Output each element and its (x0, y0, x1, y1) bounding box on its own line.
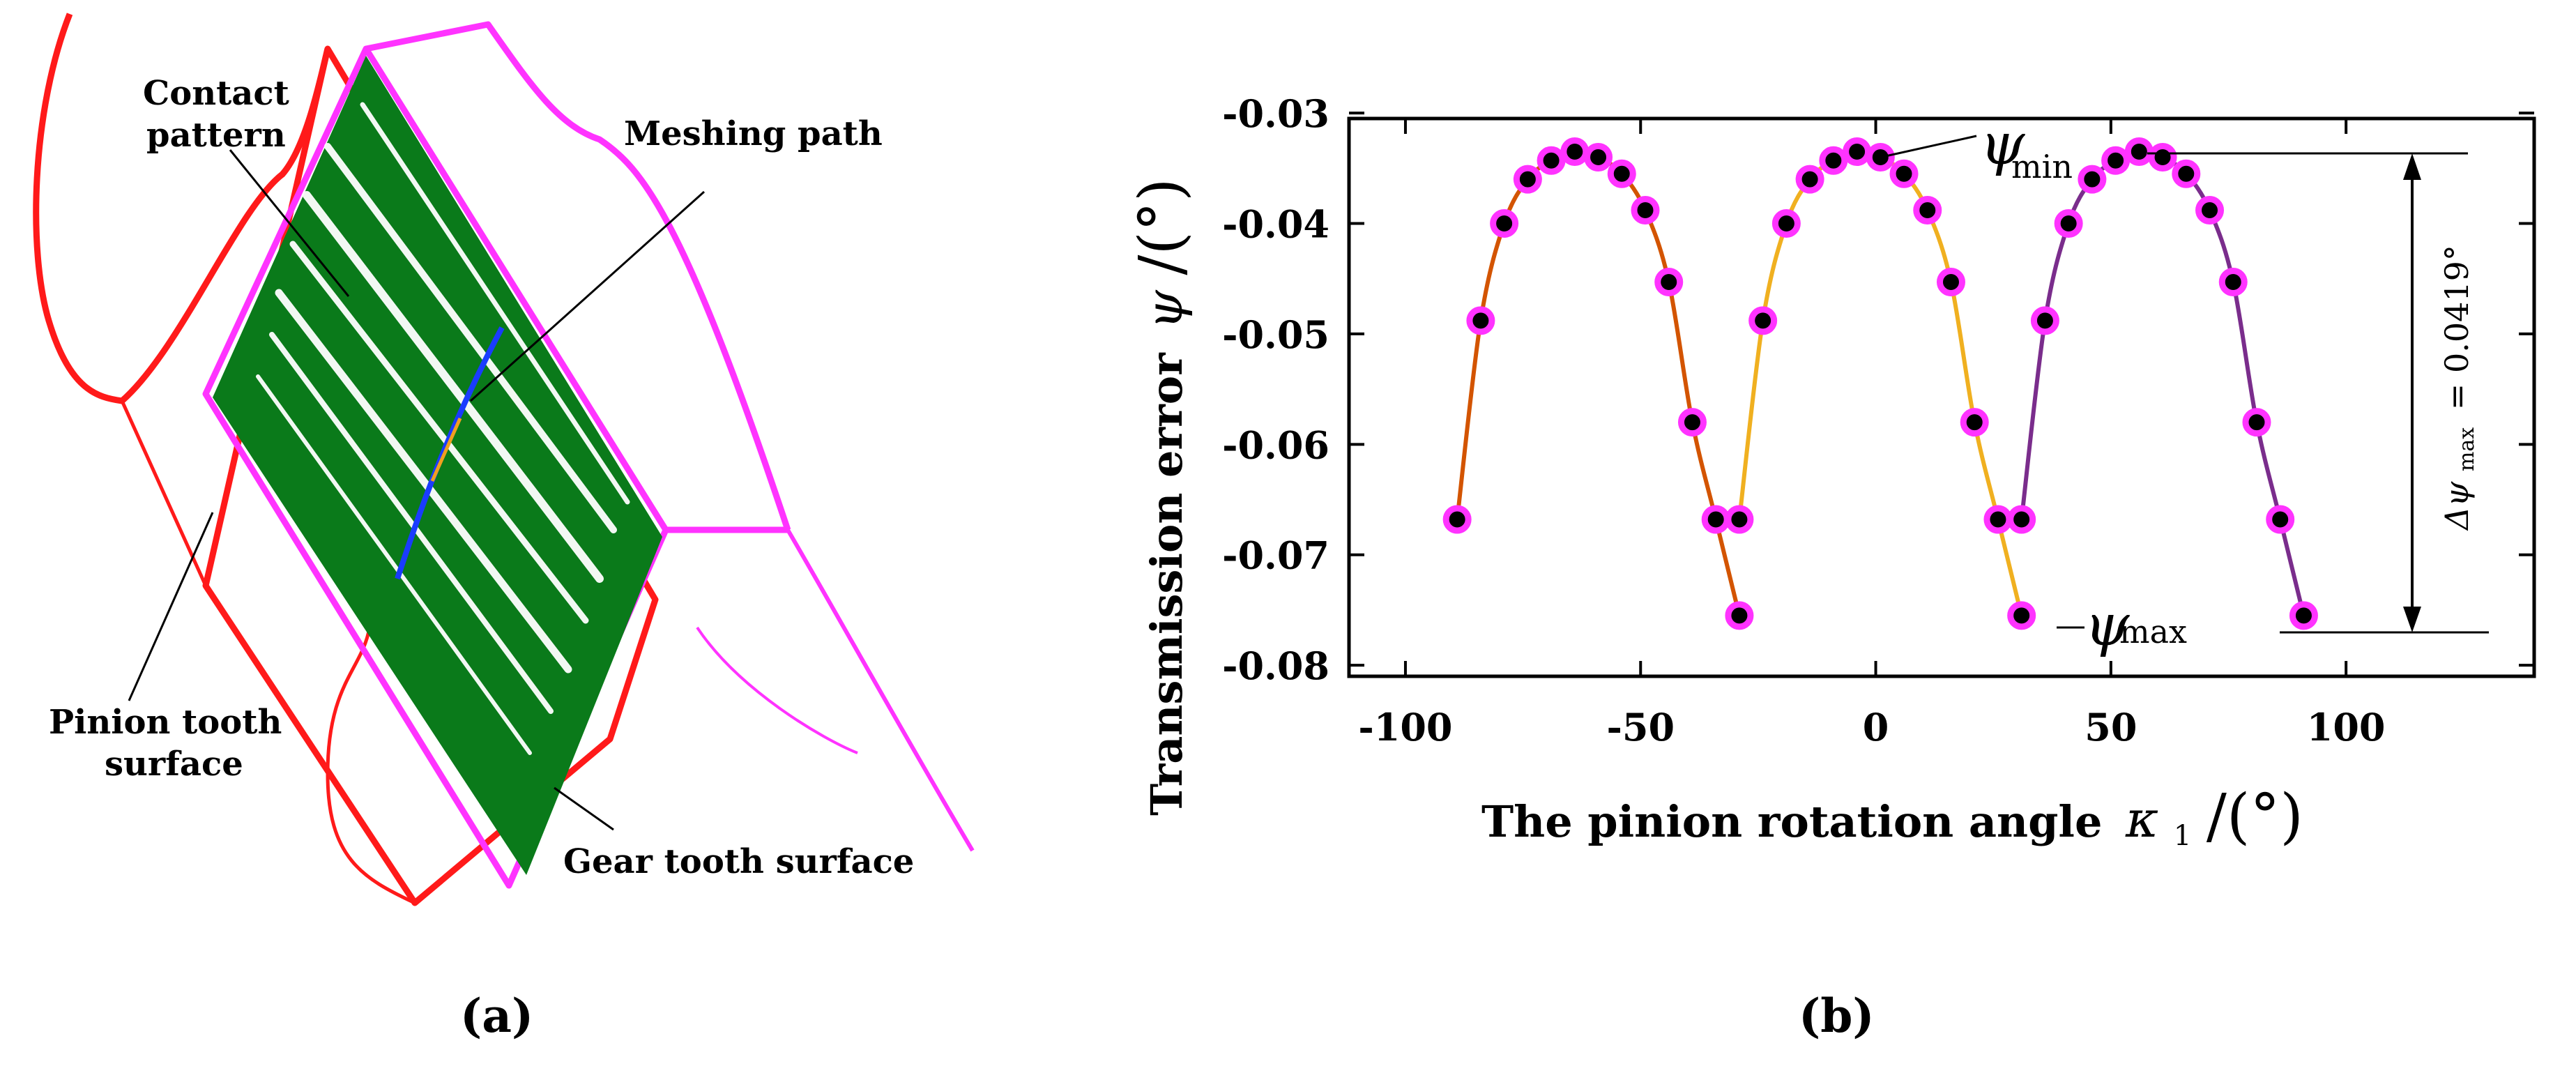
data-point-s3 (2148, 142, 2177, 172)
gear-tooth-outline (202, 21, 975, 889)
leader-lines (128, 149, 706, 831)
pinion-surface-label-line1: Pinion tooth (49, 703, 282, 742)
y-axis-title-text: Transmission error (1141, 352, 1192, 816)
data-point-s3 (2078, 165, 2107, 194)
delta-subscript: max (2455, 427, 2479, 471)
y-tick-label: -0.07 (1222, 533, 1329, 578)
data-point-s2 (1983, 505, 2013, 534)
data-point-s1 (1607, 159, 1636, 188)
data-point-s1 (1654, 267, 1684, 296)
x-axis-title-subscript: 1 (2174, 820, 2191, 852)
data-point-s3 (2101, 146, 2131, 175)
y-axis-title: Transmission error ψ /(°) (1127, 178, 1196, 816)
y-axis-title-unit: /(°) (1127, 178, 1196, 275)
annotations: ψ min ψ max Δψ max = 0.0419° (1882, 112, 2489, 659)
data-point-s3 (2195, 195, 2225, 225)
data-point-s1 (1513, 165, 1542, 194)
data-point-s1 (1631, 195, 1660, 225)
y-tick-label: -0.05 (1222, 312, 1329, 357)
x-tick-label: 100 (2307, 705, 2386, 749)
data-point-s3 (2124, 137, 2154, 167)
data-point-s3 (2030, 306, 2059, 335)
data-point-s1 (1537, 146, 1566, 175)
data-point-s2 (1795, 165, 1824, 194)
y-axis-title-symbol: ψ (1135, 289, 1194, 330)
meshing-path (395, 326, 505, 580)
data-point-s1 (1584, 142, 1613, 172)
data-point-s2 (1889, 159, 1919, 188)
y-tick-label: -0.06 (1222, 423, 1329, 467)
psi-min-subscript: min (2011, 148, 2073, 185)
x-axis: -100 -50 0 50 100 (1358, 119, 2386, 749)
y-axis: -0.03 -0.04 -0.05 -0.06 -0.07 -0.08 (1222, 91, 2534, 688)
y-tick-label: -0.03 (1222, 91, 1329, 136)
data-point-s3 (2242, 408, 2271, 437)
contact-pattern-label-line2: pattern (146, 116, 286, 155)
psi-max-subscript: max (2119, 613, 2187, 650)
delta-symbol: Δψ (2438, 481, 2476, 531)
data-point-s2 (1819, 146, 1848, 175)
meshing-path-label: Meshing path (624, 114, 883, 153)
gear-surface-label: Gear tooth surface (563, 842, 914, 881)
psi-min-symbol: ψ (1980, 112, 2025, 178)
panel-b-caption: (b) (1799, 989, 1875, 1043)
series-group (1442, 137, 2318, 630)
x-axis-title-unit: /(°) (2207, 782, 2303, 851)
data-point-s2 (1936, 267, 1965, 296)
x-axis-title-symbol: κ (2125, 790, 2158, 848)
y-tick-label: -0.04 (1222, 201, 1329, 246)
data-point-s2 (1725, 505, 1754, 534)
panel-a: Contact pattern Meshing path Pinion toot… (33, 13, 975, 1043)
data-point-s2 (2007, 601, 2036, 630)
plot-frame (1347, 116, 2536, 678)
data-point-s1 (1701, 505, 1730, 534)
data-point-s2 (1748, 306, 1778, 335)
pinion-surface-label-line2: surface (105, 745, 243, 784)
data-point-s3 (2266, 505, 2295, 534)
contact-pattern-label-line1: Contact (143, 74, 289, 113)
x-tick-label: -100 (1358, 705, 1452, 749)
data-point-s1 (1725, 601, 1754, 630)
x-axis-title: The pinion rotation angle κ 1 /(°) (1481, 782, 2303, 855)
data-point-s3 (2054, 208, 2083, 238)
data-point-s1 (1560, 137, 1590, 167)
x-axis-title-text: The pinion rotation angle (1481, 796, 2102, 847)
data-point-s1 (1490, 208, 1519, 238)
y-tick-label: -0.08 (1222, 644, 1329, 688)
x-tick-label: -50 (1606, 705, 1675, 749)
psi-max-symbol: ψ (2085, 593, 2130, 659)
data-point-s2 (1771, 208, 1801, 238)
x-tick-label: 0 (1863, 705, 1889, 749)
data-point-s1 (1677, 408, 1707, 437)
data-point-s2 (1913, 195, 1942, 225)
data-point-s3 (2289, 601, 2318, 630)
delta-value: = 0.0419° (2438, 245, 2476, 410)
data-point-s1 (1466, 306, 1495, 335)
delta-label: Δψ max = 0.0419° (2438, 245, 2481, 531)
data-point-s1 (1442, 505, 1472, 534)
panel-b: -0.03 -0.04 -0.05 -0.06 -0.07 -0.08 -100 -50 0 5… (1127, 91, 2536, 1043)
data-point-s2 (1843, 137, 1872, 167)
panel-a-caption: (a) (460, 989, 533, 1043)
data-point-s3 (2172, 159, 2201, 188)
data-point-s3 (2007, 505, 2036, 534)
data-point-s2 (1960, 408, 1989, 437)
x-tick-label: 50 (2085, 705, 2137, 749)
data-point-s3 (2218, 267, 2248, 296)
data-point-s2 (1866, 142, 1895, 172)
